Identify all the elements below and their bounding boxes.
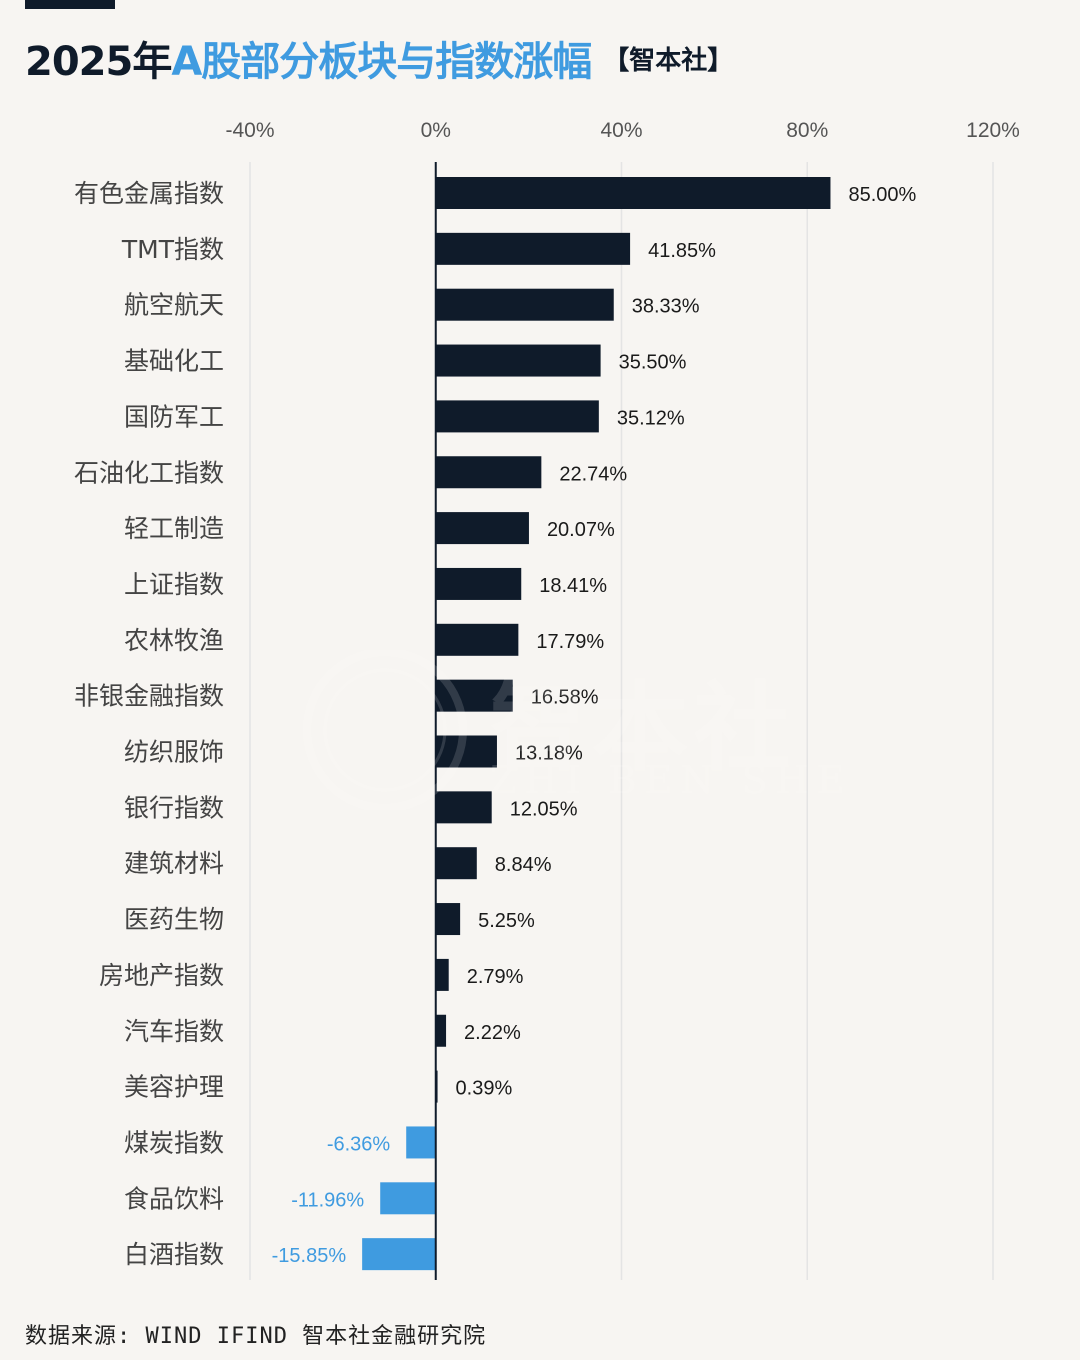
source-note: 数据来源: WIND IFIND 智本社金融研究院: [25, 1324, 487, 1349]
category-label: 食品饮料: [124, 1184, 224, 1213]
category-label: 房地产指数: [99, 961, 224, 990]
bar: [435, 567, 522, 600]
bar: [435, 344, 601, 377]
bar: [435, 735, 497, 768]
title-brand: 【智本社】: [603, 45, 734, 76]
bar: [435, 177, 831, 209]
category-label: 纺织服饰: [124, 738, 224, 767]
bar: [435, 456, 542, 489]
top-accent-bar: [25, 0, 115, 9]
data-label: -6.36%: [327, 1133, 391, 1155]
chart-title: 2025年 A股部分板块与指数涨幅 【智本社】: [25, 28, 733, 88]
data-label: 13.18%: [515, 743, 583, 765]
data-label: 35.50%: [619, 352, 687, 374]
category-label: 白酒指数: [124, 1240, 224, 1269]
bar: [435, 1014, 447, 1047]
data-label: 85.00%: [848, 184, 916, 206]
data-label: -15.85%: [272, 1245, 347, 1267]
data-label: 38.33%: [632, 296, 700, 318]
x-tick-label: 80%: [786, 119, 828, 142]
data-label: 18.41%: [539, 575, 607, 597]
data-label: 20.07%: [547, 519, 615, 541]
category-label: 国防军工: [124, 402, 224, 431]
category-label: 银行指数: [124, 793, 224, 822]
x-tick-label: 120%: [966, 119, 1020, 142]
data-label: 22.74%: [559, 463, 627, 485]
bar: [435, 791, 492, 824]
data-label: 41.85%: [648, 240, 716, 262]
bar: [435, 232, 631, 265]
data-label: 0.39%: [456, 1078, 513, 1100]
bar: [406, 1126, 436, 1159]
data-label: 2.22%: [464, 1022, 521, 1044]
bar: [435, 288, 614, 321]
x-tick-label: 0%: [421, 119, 451, 142]
bar-chart: -40% 0% 40% 80% 120% 有色金属指数 85.00% TMT指数 41.85% 航…: [74, 119, 1020, 1280]
category-label: 上证指数: [124, 570, 224, 599]
data-label: 16.58%: [531, 687, 599, 709]
category-label: 有色金属指数: [74, 179, 224, 208]
category-label: 建筑材料: [124, 849, 224, 878]
title-main: A股部分板块与指数涨幅: [171, 39, 592, 85]
title-year: 2025年: [25, 39, 172, 85]
category-label: 农林牧渔: [124, 626, 224, 655]
category-label: 煤炭指数: [124, 1128, 224, 1157]
category-label: 汽车指数: [124, 1017, 224, 1046]
category-label: 医药生物: [124, 905, 224, 934]
x-tick-label: 40%: [600, 119, 642, 142]
data-label: -11.96%: [291, 1189, 364, 1211]
bar: [435, 903, 461, 936]
data-label: 8.84%: [495, 854, 552, 876]
category-label: TMT指数: [121, 235, 224, 264]
bar: [435, 512, 529, 545]
bar: [380, 1182, 436, 1215]
category-label: 石油化工指数: [74, 458, 224, 487]
category-label: 美容护理: [124, 1073, 224, 1102]
category-label: 轻工制造: [124, 514, 224, 543]
bar: [435, 958, 449, 991]
x-tick-label: -40%: [225, 119, 274, 142]
bar: [435, 400, 599, 433]
data-label: 17.79%: [536, 631, 604, 653]
bar: [435, 847, 477, 880]
data-label: 5.25%: [478, 910, 535, 932]
category-label: 航空航天: [124, 291, 224, 320]
data-label: 2.79%: [467, 966, 524, 988]
bar: [435, 679, 513, 712]
data-label: 12.05%: [510, 798, 578, 820]
category-label: 非银金融指数: [74, 682, 224, 711]
data-label: 35.12%: [617, 407, 685, 429]
bar: [362, 1238, 436, 1271]
category-label: 基础化工: [124, 347, 224, 376]
bar: [435, 623, 519, 656]
